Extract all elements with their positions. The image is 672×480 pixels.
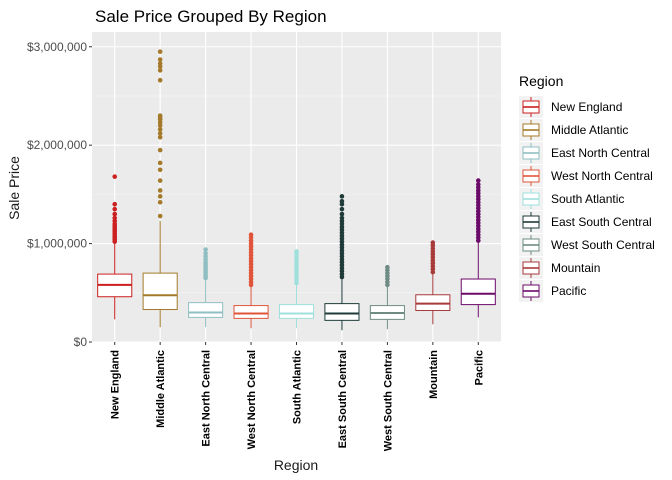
x-tick-label: Mountain xyxy=(428,350,440,399)
y-tick-label: $2,000,000 xyxy=(27,138,87,152)
outlier-point xyxy=(157,61,163,66)
box-body xyxy=(142,272,178,311)
outlier-point xyxy=(157,68,163,73)
outlier-point xyxy=(157,113,163,118)
x-tick-label: West North Central xyxy=(246,350,258,449)
legend: Region New England Middle Atlantic East No… xyxy=(519,73,655,302)
legend-label: West South Central xyxy=(551,238,655,252)
legend-label: South Atlantic xyxy=(551,192,624,206)
outlier-point xyxy=(157,135,163,140)
outlier-point xyxy=(339,211,345,217)
x-tick-label: East North Central xyxy=(201,350,213,447)
y-tick-label: $1,000,000 xyxy=(27,237,87,251)
y-axis: $0 $1,000,000 $2,000,000 $3,000,000 xyxy=(27,40,92,349)
legend-label: Middle Atlantic xyxy=(551,123,628,137)
legend-label: East South Central xyxy=(551,215,652,229)
legend-label: East North Central xyxy=(551,146,650,160)
x-tick-label: East South Central xyxy=(337,350,349,448)
outlier-point xyxy=(430,240,436,245)
outlier-point xyxy=(157,160,163,166)
x-tick-label: New England xyxy=(110,350,122,419)
outlier-point xyxy=(112,201,118,207)
box-layer xyxy=(97,49,496,331)
box-middle-atlantic xyxy=(142,49,178,328)
legend-item: West North Central xyxy=(519,165,653,187)
legend-item: Mountain xyxy=(519,257,600,279)
outlier-point xyxy=(294,249,299,254)
x-tick-label: Pacific xyxy=(473,350,485,385)
legend-item: East South Central xyxy=(519,211,652,233)
legend-label: New England xyxy=(551,100,622,114)
box-body xyxy=(188,302,224,318)
box-south-atlantic xyxy=(278,249,315,329)
outlier-point xyxy=(157,147,163,153)
outlier-point xyxy=(385,264,390,270)
legend-title: Region xyxy=(519,73,563,89)
x-tick-label: Middle Atlantic xyxy=(155,350,167,428)
outlier-point xyxy=(157,127,163,132)
legend-label: Pacific xyxy=(551,284,586,298)
outlier-point xyxy=(248,232,254,238)
outlier-point xyxy=(157,77,163,83)
outlier-point xyxy=(112,215,118,221)
legend-label: Mountain xyxy=(551,261,600,275)
box-body xyxy=(278,304,315,319)
outlier-point xyxy=(203,251,208,256)
legend-item: Middle Atlantic xyxy=(519,119,628,141)
outlier-point xyxy=(157,167,163,173)
box-west-north-central xyxy=(233,232,269,329)
outlier-point xyxy=(112,211,118,217)
x-axis: New England Middle Atlantic East North Cen… xyxy=(110,342,485,451)
outlier-point xyxy=(475,178,481,183)
outlier-point xyxy=(157,199,163,205)
box-body xyxy=(324,303,360,321)
outlier-point xyxy=(112,174,118,179)
x-tick-label: West South Central xyxy=(382,350,394,451)
box-body xyxy=(460,278,496,306)
outlier-point xyxy=(157,57,163,62)
legend-item: West South Central xyxy=(519,234,655,256)
y-tick-label: $0 xyxy=(74,335,88,349)
outlier-point xyxy=(157,49,163,54)
y-axis-title: Sale Price xyxy=(6,156,22,220)
x-tick-label: South Atlantic xyxy=(292,350,304,424)
outlier-point xyxy=(339,194,345,199)
box-new-england xyxy=(97,174,133,320)
y-tick-label: $3,000,000 xyxy=(27,40,87,54)
box-body xyxy=(233,305,269,319)
outlier-point xyxy=(157,194,163,199)
box-west-south-central xyxy=(369,264,405,330)
outlier-point xyxy=(339,198,345,204)
legend-item: South Atlantic xyxy=(519,188,624,210)
outlier-point xyxy=(339,206,345,212)
x-axis-title: Region xyxy=(274,457,318,473)
chart-title: Sale Price Grouped By Region xyxy=(95,7,327,26)
outlier-point xyxy=(157,131,163,136)
outlier-point xyxy=(112,206,118,212)
legend-item: Pacific xyxy=(519,280,586,302)
outlier-point xyxy=(339,215,345,221)
outlier-point xyxy=(157,178,163,183)
box-mountain xyxy=(415,240,451,325)
legend-label: West North Central xyxy=(551,169,653,183)
box-pacific xyxy=(460,178,496,318)
outlier-point xyxy=(203,247,208,252)
box-east-south-central xyxy=(324,194,360,331)
legend-item: East North Central xyxy=(519,142,650,164)
outlier-point xyxy=(157,188,163,193)
legend-item: New England xyxy=(519,96,622,118)
outlier-point xyxy=(475,182,481,187)
box-east-north-central xyxy=(188,247,224,328)
outlier-point xyxy=(157,213,163,219)
